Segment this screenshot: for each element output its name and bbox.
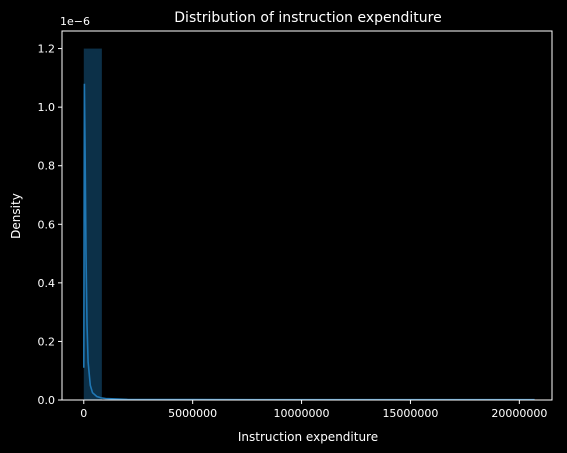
x-tick-label: 0 — [80, 407, 87, 420]
y-tick-label: 0.2 — [38, 335, 56, 348]
x-axis-label: Instruction expenditure — [238, 430, 378, 444]
y-tick-label: 0.6 — [38, 218, 56, 231]
x-tick-label: 20000000 — [491, 407, 547, 420]
y-axis-label: Density — [9, 193, 23, 239]
y-tick-label: 0.0 — [38, 394, 56, 407]
y-tick-label: 1.0 — [38, 101, 56, 114]
y-tick-label: 0.4 — [38, 277, 56, 290]
x-tick-label: 5000000 — [168, 407, 217, 420]
chart-title: Distribution of instruction expenditure — [174, 10, 441, 26]
x-tick-label: 15000000 — [382, 407, 438, 420]
x-tick-label: 10000000 — [274, 407, 330, 420]
y-tick-label: 0.8 — [38, 160, 56, 173]
y-tick-label: 1.2 — [38, 43, 56, 56]
y-axis-offset-label: 1e−6 — [60, 15, 90, 28]
